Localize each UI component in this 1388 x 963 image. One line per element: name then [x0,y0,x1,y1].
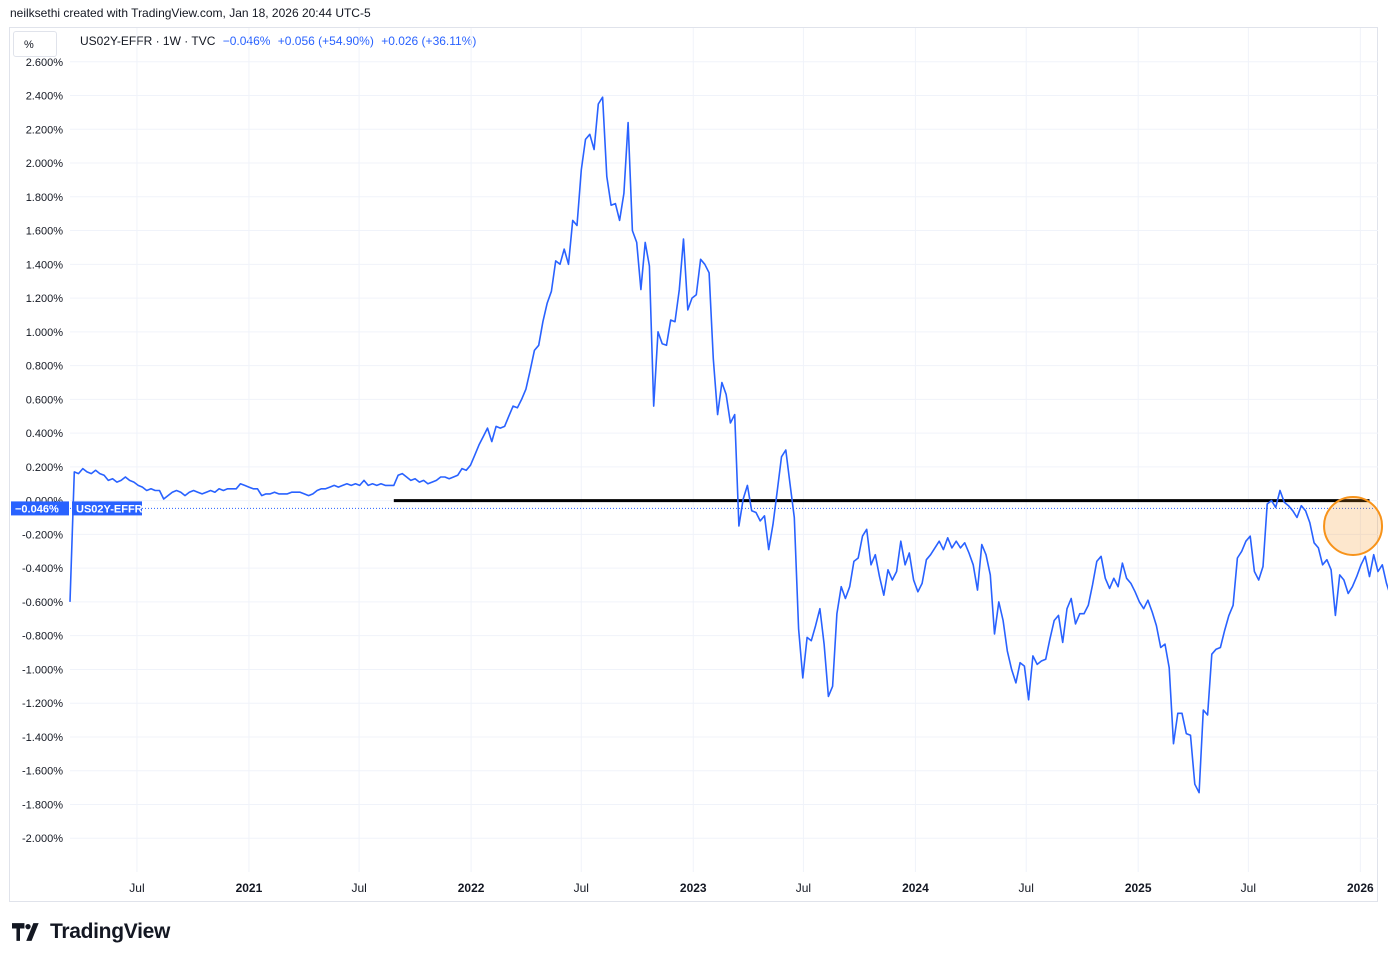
x-tick-label: 2023 [680,881,707,895]
tradingview-wordmark: TradingView [50,920,171,943]
grid-lines [70,28,1378,872]
x-tick-label: 2026 [1347,881,1374,895]
y-tick-label: -2.000% [22,833,63,845]
y-tick-label: 0.600% [26,394,64,406]
y-tick-label: -0.200% [22,529,63,541]
x-tick-label: 2024 [902,881,929,895]
chart-credit: neilksethi created with TradingView.com,… [10,6,371,20]
y-tick-label: 2.600% [26,57,64,69]
y-tick-label: 1.000% [26,327,64,339]
y-tick-label: -1.800% [22,799,63,811]
series-legend[interactable]: US02Y-EFFR · 1W · TVC −0.046% +0.056 (+5… [80,34,476,48]
last-price-tag: −0.046% US02Y-EFFR [11,501,143,516]
y-tick-label: -1.200% [22,698,63,710]
x-tick-label: Jul [1019,881,1034,895]
highlight-circle[interactable] [1323,495,1384,556]
y-tick-label: 0.800% [26,361,64,373]
y-tick-label: 2.200% [26,124,64,136]
tradingview-logo-icon [12,923,39,941]
y-tick-label: -1.400% [22,732,63,744]
y-tick-label: -1.600% [22,766,63,778]
x-tick-label: Jul [1241,881,1256,895]
y-tick-label: -0.400% [22,563,63,575]
x-tick-label: Jul [129,881,144,895]
last-price-value: −0.046% [15,503,59,515]
tradingview-logo[interactable]: TradingView [12,920,170,944]
y-tick-label: 0.400% [26,428,64,440]
y-tick-label: 1.400% [26,259,64,271]
x-tick-label: Jul [351,881,366,895]
series-line-us02y-effr[interactable] [69,96,1388,794]
x-tick-label: Jul [574,881,589,895]
y-tick-label: 1.200% [26,293,64,305]
legend-change-2: +0.026 (+36.11%) [381,34,477,48]
legend-last-value: −0.046% [222,34,271,48]
y-tick-label: 2.000% [26,158,64,170]
x-axis: Jul 2021 Jul 2022 Jul 2023 Jul 2024 Jul 2025 Jul 20… [129,881,1374,895]
x-tick-label: 2021 [236,881,263,895]
last-price-symbol: US02Y-EFFR [76,503,143,515]
y-axis: 2.600% 2.400% 2.200% 2.000% 1.800% 1.600% 1.40… [22,57,63,845]
y-tick-label: -0.800% [22,631,63,643]
legend-change-1: +0.056 (+54.90%) [277,34,374,48]
x-tick-label: Jul [796,881,811,895]
y-tick-label: 2.400% [26,91,64,103]
chart-frame [9,27,1378,902]
x-tick-label: 2022 [458,881,485,895]
y-tick-label: 1.600% [26,226,64,238]
x-tick-label: 2025 [1125,881,1152,895]
y-tick-label: 1.800% [26,192,64,204]
unit-selector[interactable]: % [13,31,57,57]
legend-symbol: US02Y-EFFR · 1W · TVC [80,34,216,48]
y-tick-label: -1.000% [22,664,63,676]
y-tick-label: -0.600% [22,597,63,609]
y-tick-label: 0.200% [26,462,64,474]
